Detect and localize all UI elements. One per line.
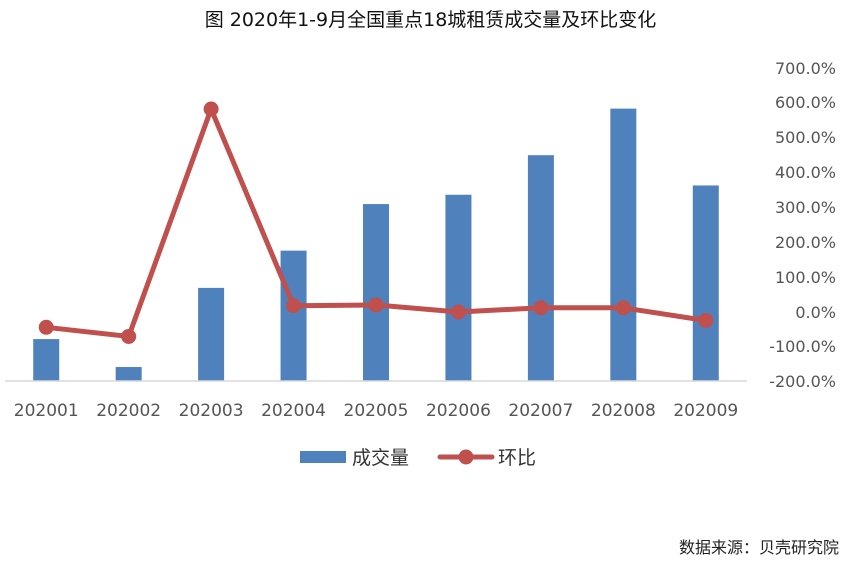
legend-line-marker	[458, 449, 474, 465]
legend-label-volume: 成交量	[352, 447, 409, 469]
x-tick-label: 202004	[261, 401, 326, 421]
bar-202002	[115, 367, 142, 381]
bar-series-group	[33, 108, 719, 382]
bar-202009	[692, 185, 719, 381]
line-point-202005	[368, 297, 384, 313]
x-tick-label: 202007	[508, 401, 573, 421]
x-tick-label: 202006	[426, 401, 491, 421]
right-axis-tick-label: 300.0%	[775, 198, 836, 217]
legend: 成交量 环比	[300, 447, 536, 469]
line-series-group	[38, 101, 714, 344]
bar-202004	[280, 250, 307, 381]
bar-202001	[33, 339, 60, 381]
right-axis-tick-label: 500.0%	[775, 128, 836, 147]
axis-group: 202001 202002 202003 202004 202005 202006 2020…	[5, 59, 836, 421]
right-axis-tick-label: 400.0%	[775, 163, 836, 182]
right-axis-tick-label: -200.0%	[769, 372, 836, 391]
bar-202007	[527, 155, 554, 381]
x-tick-label: 202001	[14, 401, 79, 421]
x-tick-label: 202002	[96, 401, 161, 421]
bar-202006	[445, 194, 472, 381]
right-axis-tick-label: 700.0%	[775, 59, 836, 78]
line-point-202001	[38, 319, 54, 335]
x-tick-label: 202008	[591, 401, 656, 421]
right-axis-tick-label: 0.0%	[795, 303, 836, 322]
line-point-202004	[286, 298, 302, 314]
bar-202005	[363, 204, 389, 381]
line-point-202003	[203, 101, 219, 117]
line-point-202007	[533, 300, 549, 316]
chart-title: 图 2020年1-9月全国重点18城租赁成交量及环比变化	[204, 9, 657, 31]
right-axis-tick-label: 200.0%	[775, 233, 836, 252]
right-axis-tick-label: -100.0%	[769, 337, 836, 356]
x-tick-label: 202003	[179, 401, 244, 421]
right-axis-tick-label: 100.0%	[775, 268, 836, 287]
x-tick-label: 202009	[673, 401, 738, 421]
legend-bar-swatch	[300, 451, 346, 463]
right-axis-tick-label: 600.0%	[775, 93, 836, 112]
source-note: 数据来源：贝壳研究院	[678, 538, 839, 557]
bar-202003	[198, 287, 225, 381]
line-point-202009	[698, 313, 714, 328]
line-point-202006	[450, 304, 466, 320]
bar-202008	[610, 108, 637, 382]
x-tick-label: 202005	[344, 401, 409, 421]
legend-label-mom: 环比	[498, 447, 536, 469]
line-point-202008	[615, 300, 631, 316]
line-point-202002	[121, 328, 137, 344]
